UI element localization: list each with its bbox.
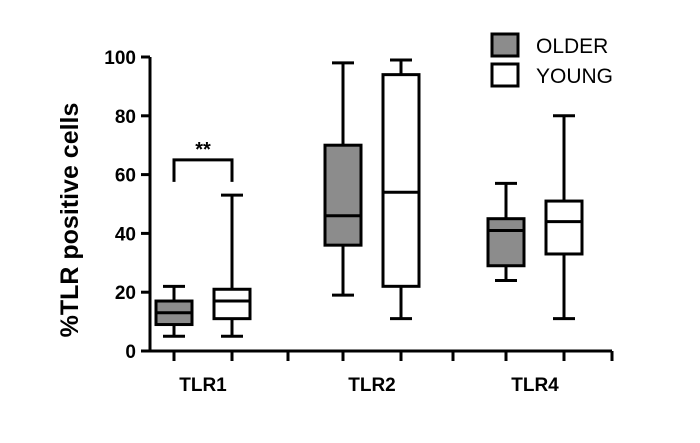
legend-swatch-older xyxy=(490,32,520,58)
y-tick-label: 60 xyxy=(115,166,136,187)
box-young-tlr4 xyxy=(544,114,584,321)
x-category-label: TLR2 xyxy=(348,375,396,396)
box-older-tlr4 xyxy=(486,181,526,282)
y-tick-label: 40 xyxy=(115,224,136,245)
iqr-box xyxy=(212,287,252,321)
y-tick-label: 80 xyxy=(115,107,136,128)
plot-area xyxy=(154,58,584,338)
box-young-tlr1 xyxy=(212,193,252,338)
annotations: ** xyxy=(172,139,234,182)
y-tick-label: 0 xyxy=(125,342,136,363)
box-older-tlr2 xyxy=(323,61,363,297)
y-tick-label: 100 xyxy=(104,48,136,69)
iqr-box xyxy=(381,73,421,288)
x-category-label: TLR4 xyxy=(511,375,559,396)
legend-swatch-young xyxy=(490,62,520,88)
iqr-box xyxy=(486,217,526,268)
y-axis: 0 20 40 60 80 100 xyxy=(104,48,152,363)
legend-label-older: OLDER xyxy=(536,35,608,58)
iqr-box xyxy=(544,199,584,256)
iqr-box xyxy=(323,143,363,247)
legend-label-young: YOUNG xyxy=(536,65,613,88)
legend: OLDER YOUNG xyxy=(490,32,613,88)
significance-bracket xyxy=(172,158,234,182)
box-older-tlr1 xyxy=(154,284,194,338)
y-axis-title: %TLR positive cells xyxy=(56,103,84,338)
x-axis: TLR1 TLR2 TLR4 xyxy=(150,349,614,396)
box-young-tlr2 xyxy=(381,58,421,321)
x-category-label: TLR1 xyxy=(179,375,227,396)
significance-label: ** xyxy=(195,139,211,161)
y-tick-label: 20 xyxy=(115,283,136,304)
